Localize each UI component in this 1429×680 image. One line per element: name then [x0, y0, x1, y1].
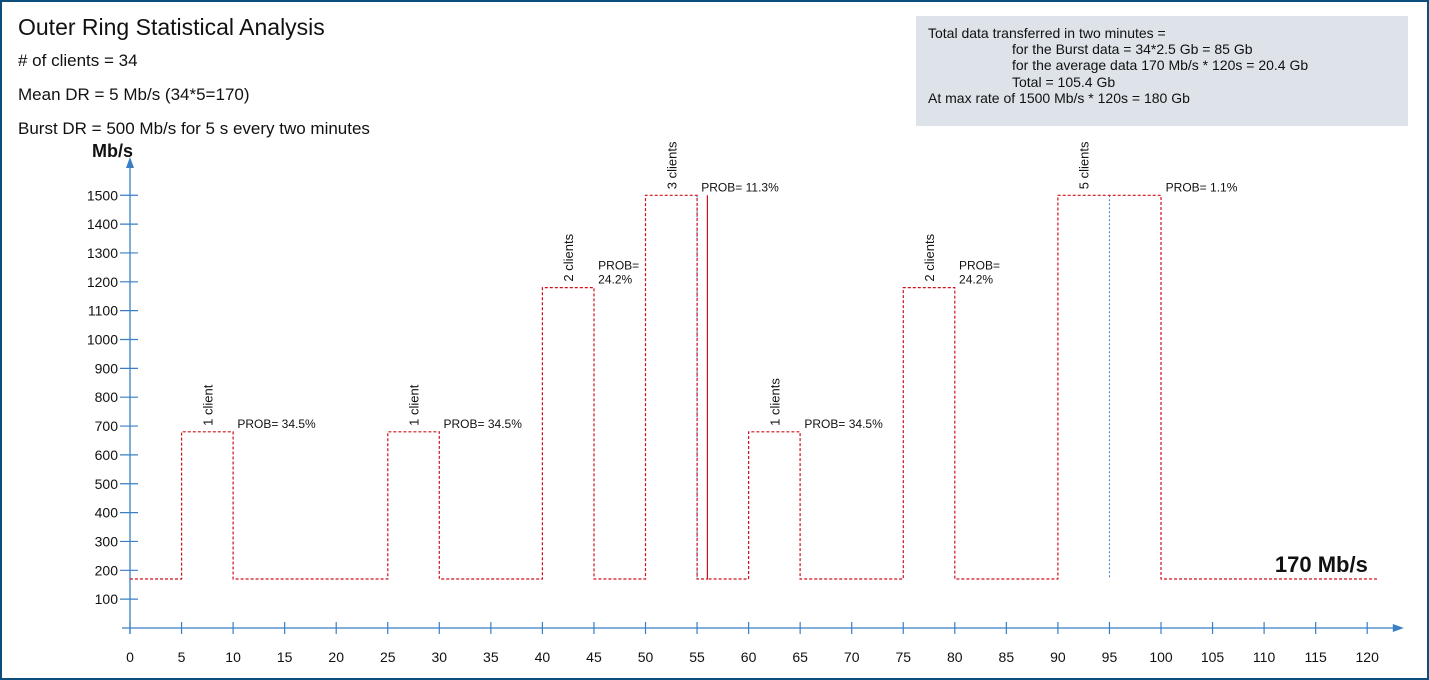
clients-label: 5 clients: [1077, 141, 1092, 189]
x-tick-label: 55: [689, 649, 705, 665]
probability-label: PROB=: [598, 259, 639, 273]
clients-label: 2 clients: [922, 233, 937, 281]
y-axis-arrow: [126, 157, 134, 168]
x-tick-label: 110: [1253, 649, 1276, 665]
mean-data-rate-text: Mean DR = 5 Mb/s (34*5=170): [18, 85, 250, 104]
baseline-label: 170 Mb/s: [1275, 552, 1368, 577]
x-tick-label: 40: [535, 649, 551, 665]
x-tick-label: 120: [1356, 649, 1380, 665]
info-max-rate: At max rate of 1500 Mb/s * 120s = 180 Gb: [928, 90, 1190, 106]
burst-data-rate-text: Burst DR = 500 Mb/s for 5 s every two mi…: [18, 119, 370, 138]
y-tick-label: 500: [95, 476, 119, 492]
y-axis-title: Mb/s: [92, 141, 133, 161]
x-tick-label: 80: [947, 649, 963, 665]
probability-label: PROB= 34.5%: [804, 417, 883, 431]
y-tick-label: 400: [95, 505, 119, 521]
clients-label: 1 clients: [767, 378, 782, 426]
probability-label: PROB=: [959, 259, 1000, 273]
probability-label: PROB= 1.1%: [1166, 180, 1238, 194]
x-tick-label: 30: [432, 649, 448, 665]
x-tick-label: 85: [999, 649, 1015, 665]
probability-label: PROB= 34.5%: [237, 417, 316, 431]
x-tick-label: 100: [1149, 649, 1173, 665]
x-tick-label: 15: [277, 649, 293, 665]
y-tick-label: 600: [95, 447, 119, 463]
x-tick-label: 95: [1102, 649, 1118, 665]
x-tick-label: 75: [895, 649, 911, 665]
y-tick-label: 900: [95, 360, 119, 376]
y-tick-label: 300: [95, 533, 119, 549]
x-tick-label: 5: [178, 649, 186, 665]
client-count-text: # of clients = 34: [18, 51, 138, 70]
x-tick-label: 10: [225, 649, 241, 665]
clients-label: 3 clients: [664, 141, 679, 189]
probability-label: 24.2%: [959, 273, 993, 287]
x-tick-label: 60: [741, 649, 757, 665]
info-heading: Total data transferred in two minutes =: [928, 25, 1166, 41]
rate-series-line: [130, 194, 1378, 580]
y-tick-label: 1000: [87, 332, 118, 348]
clients-label: 1 client: [407, 384, 422, 426]
x-tick-label: 115: [1304, 649, 1327, 665]
y-tick-label: 100: [95, 591, 119, 607]
y-tick-label: 1300: [87, 245, 118, 261]
x-tick-label: 45: [586, 649, 602, 665]
y-tick-label: 700: [95, 418, 119, 434]
x-tick-label: 65: [792, 649, 808, 665]
x-tick-label: 90: [1050, 649, 1066, 665]
y-tick-label: 1500: [87, 187, 118, 203]
y-tick-label: 1100: [88, 303, 118, 319]
x-tick-label: 0: [126, 649, 134, 665]
info-burst-data: for the Burst data = 34*2.5 Gb = 85 Gb: [1012, 41, 1253, 57]
info-average-data: for the average data 170 Mb/s * 120s = 2…: [1012, 57, 1309, 73]
y-tick-label: 1400: [87, 216, 118, 232]
probability-label: 24.2%: [598, 273, 632, 287]
x-tick-label: 50: [638, 649, 654, 665]
x-tick-label: 105: [1201, 649, 1225, 665]
clients-label: 1 client: [200, 384, 215, 426]
x-tick-label: 70: [844, 649, 860, 665]
x-tick-label: 25: [380, 649, 396, 665]
y-tick-label: 800: [95, 389, 119, 405]
y-tick-label: 200: [95, 562, 119, 578]
data-transfer-info-box: Total data transferred in two minutes = …: [916, 16, 1408, 126]
y-tick-label: 1200: [87, 274, 118, 290]
probability-label: PROB= 34.5%: [444, 417, 523, 431]
x-tick-label: 35: [483, 649, 499, 665]
x-tick-label: 20: [328, 649, 344, 665]
page-title: Outer Ring Statistical Analysis: [18, 14, 325, 40]
clients-label: 2 clients: [561, 233, 576, 281]
probability-label: PROB= 11.3%: [701, 180, 779, 194]
x-axis-arrow: [1392, 624, 1404, 632]
info-total: Total = 105.4 Gb: [1012, 74, 1116, 90]
